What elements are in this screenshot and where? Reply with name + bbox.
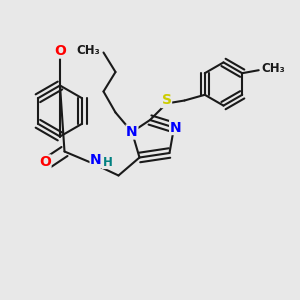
Text: N: N <box>170 121 181 134</box>
Text: O: O <box>39 155 51 169</box>
Text: N: N <box>126 125 138 139</box>
Text: S: S <box>161 94 172 107</box>
Text: CH₃: CH₃ <box>262 62 286 75</box>
Text: N: N <box>90 154 102 167</box>
Text: H: H <box>103 155 112 169</box>
Text: O: O <box>54 44 66 58</box>
Text: CH₃: CH₃ <box>76 44 100 58</box>
